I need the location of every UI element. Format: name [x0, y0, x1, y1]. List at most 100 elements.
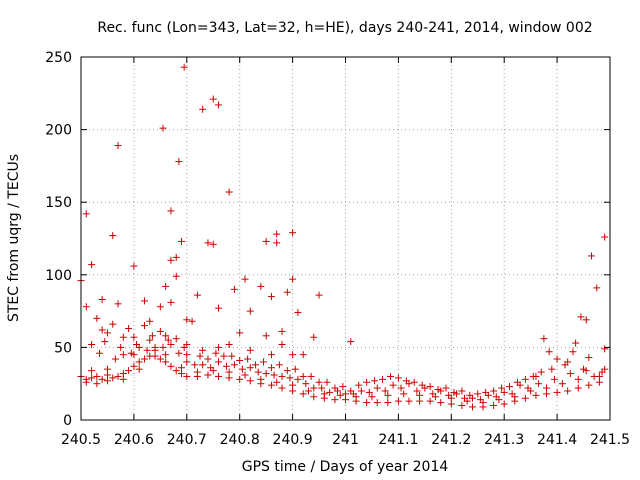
data-point: [93, 314, 101, 322]
data-point: [267, 351, 275, 359]
data-point: [402, 377, 410, 385]
data-point: [88, 374, 96, 382]
data-point: [215, 372, 223, 380]
y-tick-label: 50: [54, 340, 72, 356]
data-point: [450, 388, 458, 396]
data-point: [230, 285, 238, 293]
data-point: [172, 272, 180, 280]
data-point: [199, 105, 207, 113]
data-point: [458, 387, 466, 395]
data-point: [164, 336, 172, 344]
data-point: [315, 291, 323, 299]
data-point: [183, 351, 191, 359]
data-point: [355, 381, 363, 389]
data-point: [524, 384, 532, 392]
data-point: [241, 275, 249, 283]
data-point: [410, 378, 418, 386]
data-point: [167, 256, 175, 264]
data-point: [598, 368, 606, 376]
data-point: [225, 188, 233, 196]
data-point: [593, 284, 601, 292]
data-point: [156, 327, 164, 335]
data-point: [260, 358, 268, 366]
data-point: [492, 393, 500, 401]
data-point: [103, 365, 111, 373]
x-tick-label: 241.2: [431, 432, 471, 448]
data-point: [183, 358, 191, 366]
data-point: [204, 355, 212, 363]
data-point: [445, 391, 453, 399]
data-point: [117, 343, 125, 351]
data-point: [130, 333, 138, 341]
data-point: [384, 391, 392, 399]
data-point: [215, 304, 223, 312]
data-point: [498, 384, 506, 392]
data-point: [437, 399, 445, 407]
data-point: [109, 374, 117, 382]
data-point: [363, 378, 371, 386]
data-point: [162, 332, 170, 340]
data-point: [521, 375, 529, 383]
data-point: [373, 399, 381, 407]
data-point: [339, 383, 347, 391]
y-tick-label: 0: [63, 413, 72, 429]
data-point: [236, 375, 244, 383]
data-point: [183, 372, 191, 380]
data-point: [558, 380, 566, 388]
data-point: [304, 387, 312, 395]
data-point: [167, 340, 175, 348]
data-point: [429, 390, 437, 398]
data-point: [368, 393, 376, 401]
data-point: [175, 158, 183, 166]
data-point: [482, 388, 490, 396]
x-tick-label: 240.9: [273, 432, 313, 448]
data-point: [103, 377, 111, 385]
data-point: [278, 372, 286, 380]
data-point: [88, 340, 96, 348]
data-point: [476, 396, 484, 404]
data-point: [244, 355, 252, 363]
data-point: [307, 372, 315, 380]
data-point: [418, 381, 426, 389]
x-tick-label: 240.6: [114, 432, 154, 448]
data-point: [461, 394, 469, 402]
data-point: [246, 307, 254, 315]
data-point: [315, 378, 323, 386]
data-point: [119, 351, 127, 359]
x-tick-labels: 240.5 240.6 240.7 240.8 240.9 241 241.1 241.2 24…: [61, 432, 630, 448]
data-point: [508, 390, 516, 398]
data-point: [127, 349, 135, 357]
data-point: [289, 351, 297, 359]
data-point: [130, 362, 138, 370]
x-tick-label: 241: [332, 432, 359, 448]
data-point: [183, 316, 191, 324]
data-point: [222, 362, 230, 370]
data-point: [273, 230, 281, 238]
data-point: [413, 387, 421, 395]
data-point: [548, 365, 556, 373]
data-point: [389, 381, 397, 389]
data-point: [273, 378, 281, 386]
y-tick-label: 250: [45, 50, 72, 66]
y-tick-label: 200: [45, 123, 72, 139]
data-point: [125, 325, 133, 333]
data-point: [225, 340, 233, 348]
data-point: [114, 372, 122, 380]
data-point: [96, 349, 104, 357]
data-point: [193, 291, 201, 299]
data-point: [101, 338, 109, 346]
data-point: [513, 378, 521, 386]
data-point: [246, 346, 254, 354]
x-tick-label: 240.5: [61, 432, 101, 448]
data-point: [278, 327, 286, 335]
data-point: [275, 361, 283, 369]
data-point: [320, 390, 328, 398]
data-point: [114, 142, 122, 150]
data-point: [529, 372, 537, 380]
data-point: [228, 352, 236, 360]
data-point: [426, 383, 434, 391]
data-point: [500, 400, 508, 408]
data-point: [302, 380, 310, 388]
data-point: [394, 397, 402, 405]
